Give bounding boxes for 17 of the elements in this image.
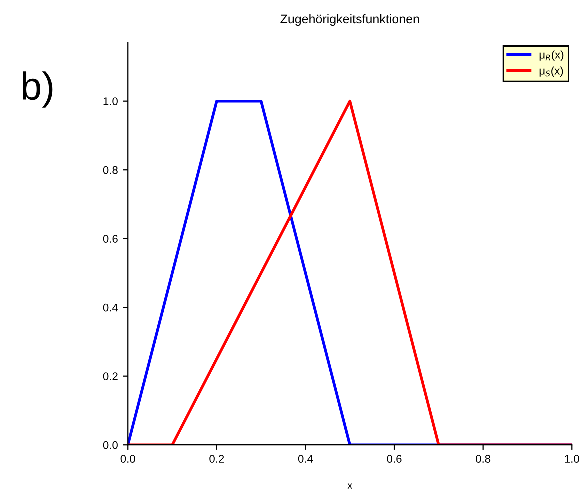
x-tick-label: 0.6 [387,455,402,463]
text: b) [22,72,53,108]
chart-title: Zugehörigkeitsfunktionen [280,14,420,26]
y-tick-label: 0.0 [103,441,118,450]
y-tick-label: 1.0 [104,98,118,106]
x-tick-label: 0.8 [476,455,491,463]
legend-label: μ$_{R}$(x) [540,50,564,62]
x-tick-label: 0.4 [298,455,314,463]
y-tick-label: 0.6 [103,235,118,243]
legend-label: μ$_{S}$(x) [540,66,564,78]
x-tick-label: 0.2 [210,455,224,463]
y-tick-label: 0.4 [103,304,118,312]
x-tick-label: 1.0 [565,455,580,463]
y-tick-label: 0.2 [103,372,118,380]
x-axis-title: x [348,484,352,489]
x-tick-label: 0.0 [120,455,136,463]
y-tick-label: 0.8 [103,166,118,174]
